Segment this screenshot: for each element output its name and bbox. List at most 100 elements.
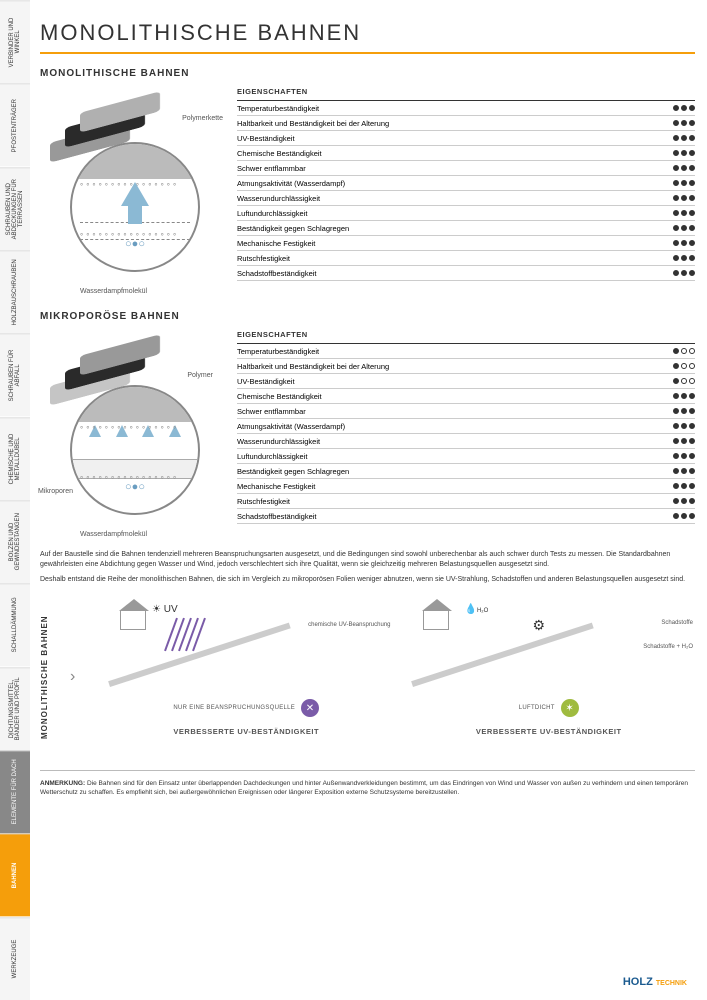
chainsaw-icon: ⚙	[533, 617, 546, 634]
circle-diagram-icon: ○●○	[70, 142, 200, 272]
rating-dots	[673, 165, 695, 171]
property-name: Schadstoffbeständigkeit	[237, 512, 317, 521]
rating-dots	[673, 453, 695, 459]
rating-dots	[673, 120, 695, 126]
rating-dots	[673, 195, 695, 201]
property-name: Rutschfestigkeit	[237, 254, 290, 263]
property-name: Chemische Beständigkeit	[237, 149, 322, 158]
side-tab[interactable]: BOLZEN UND GEWINDESTANGEN	[0, 500, 30, 583]
property-row: Luftundurchlässigkeit	[237, 206, 695, 221]
property-row: Atmungsaktivität (Wasserdampf)	[237, 419, 695, 434]
body-p1: Auf der Baustelle sind die Bahnen tenden…	[40, 550, 695, 570]
rating-dots	[673, 513, 695, 519]
brand-logo: HOLZ TECHNIK	[623, 976, 687, 988]
label-wasserdampf: Wasserdampfmolekül	[80, 288, 147, 295]
side-tab[interactable]: BAHNEN	[0, 833, 30, 916]
property-row: Wasserundurchlässigkeit	[237, 434, 695, 449]
side-tab[interactable]: ELEMENTE FÜR DACH	[0, 750, 30, 833]
property-row: Mechanische Festigkeit	[237, 479, 695, 494]
property-row: Temperaturbeständigkeit	[237, 343, 695, 359]
sun-icon: ☀ UV	[152, 604, 178, 615]
property-name: UV-Beständigkeit	[237, 377, 295, 386]
leader-chemische: chemische UV-Beanspruchung	[308, 622, 390, 628]
rating-dots	[673, 135, 695, 141]
rating-dots	[673, 393, 695, 399]
bottom-diagrams: MONOLITHISCHE BAHNEN › ☀ UV chemische UV…	[40, 602, 695, 752]
side-tab[interactable]: WERKZEUGE	[0, 917, 30, 1000]
property-name: UV-Beständigkeit	[237, 134, 295, 143]
bd2-title: VERBESSERTE UV-BESTÄNDIGKEIT	[476, 727, 622, 736]
side-tab[interactable]: PFOSTENTRÄGER	[0, 83, 30, 166]
side-tab[interactable]: SCHRAUBEN UND ABDECKUNGEN FÜR TERRASSEN	[0, 167, 30, 250]
property-name: Temperaturbeständigkeit	[237, 104, 319, 113]
bd1-sub: NUR EINE BEANSPRUCHUNGSQUELLE✕	[173, 699, 319, 717]
section2-heading: MIKROPORÖSE BAHNEN	[40, 311, 695, 322]
side-tab[interactable]: VERBINDER UND WINKEL	[0, 0, 30, 83]
property-row: Schadstoffbeständigkeit	[237, 509, 695, 524]
house-icon	[120, 610, 146, 630]
property-name: Wasserundurchlässigkeit	[237, 437, 320, 446]
side-tab[interactable]: DICHTUNGSMITTEL, BÄNDER UND PROFIL	[0, 667, 30, 750]
side-tabs: VERBINDER UND WINKELPFOSTENTRÄGERSCHRAUB…	[0, 0, 30, 1000]
property-name: Temperaturbeständigkeit	[237, 347, 319, 356]
property-name: Rutschfestigkeit	[237, 497, 290, 506]
section1-row: Polymerkette ○●○ Wasserdampfmolekül EIGE…	[40, 87, 695, 297]
side-tab[interactable]: SCHALLDÄMMUNG	[0, 583, 30, 666]
side-tab[interactable]: CHEMISCHE UND METALLDÜBEL	[0, 417, 30, 500]
bd1-title: VERBESSERTE UV-BESTÄNDIGKEIT	[173, 727, 319, 736]
body-p2: Deshalb entstand die Reihe der monolithi…	[40, 575, 695, 585]
section2-row: Polymer ○●○ Mikroporen Wasserdampfmolekü…	[40, 330, 695, 540]
property-name: Schadstoffbeständigkeit	[237, 269, 317, 278]
badge-star-icon: ✶	[561, 699, 579, 717]
page-content: MONOLITHISCHE BAHNEN MONOLITHISCHE BAHNE…	[40, 20, 695, 990]
rating-dots	[673, 423, 695, 429]
side-tab[interactable]: HOLZBAUSCHRAUBEN	[0, 250, 30, 333]
rating-dots	[673, 255, 695, 261]
property-row: Rutschfestigkeit	[237, 251, 695, 266]
label-polymer: Polymer	[187, 372, 213, 379]
section2-props: EIGENSCHAFTEN Temperaturbeständigkeit Hal…	[237, 330, 695, 540]
rating-dots	[673, 105, 695, 111]
property-name: Haltbarkeit und Beständigkeit bei der Al…	[237, 362, 389, 371]
property-row: Mechanische Festigkeit	[237, 236, 695, 251]
property-row: Schwer entflammbar	[237, 161, 695, 176]
property-name: Beständigkeit gegen Schlagregen	[237, 224, 349, 233]
bottom-diagram-2: 💧H₂O ⚙ Schadstoffe Schadstoffe + H₂O LUF…	[403, 602, 696, 752]
property-row: Atmungsaktivität (Wasserdampf)	[237, 176, 695, 191]
drop-icon: 💧H₂O	[465, 604, 489, 615]
label-mikroporen: Mikroporen	[38, 488, 73, 495]
property-name: Beständigkeit gegen Schlagregen	[237, 467, 349, 476]
side-tab[interactable]: SCHRAUBEN FÜR ABFALL	[0, 333, 30, 416]
rating-dots	[673, 468, 695, 474]
property-row: Wasserundurchlässigkeit	[237, 191, 695, 206]
property-row: Temperaturbeständigkeit	[237, 100, 695, 116]
property-row: Beständigkeit gegen Schlagregen	[237, 464, 695, 479]
label-polymerkette: Polymerkette	[182, 115, 223, 122]
rating-dots	[673, 150, 695, 156]
property-name: Chemische Beständigkeit	[237, 392, 322, 401]
footer-note: ANMERKUNG: Die Bahnen sind für den Einsa…	[40, 770, 695, 797]
property-row: Luftundurchlässigkeit	[237, 449, 695, 464]
rating-dots	[673, 378, 695, 384]
leader-schadstoffe-h2o: Schadstoffe + H₂O	[643, 644, 693, 650]
rating-dots	[673, 210, 695, 216]
bottom-diagram-1: ☀ UV chemische UV-Beanspruchung NUR EINE…	[100, 602, 393, 752]
property-name: Atmungsaktivität (Wasserdampf)	[237, 179, 345, 188]
property-name: Atmungsaktivität (Wasserdampf)	[237, 422, 345, 431]
property-name: Schwer entflammbar	[237, 164, 306, 173]
property-row: Rutschfestigkeit	[237, 494, 695, 509]
property-name: Mechanische Festigkeit	[237, 239, 315, 248]
rating-dots	[673, 240, 695, 246]
props-header-2: EIGENSCHAFTEN	[237, 330, 695, 339]
section1-heading: MONOLITHISCHE BAHNEN	[40, 68, 695, 79]
house-icon-2	[423, 610, 449, 630]
property-row: Schwer entflammbar	[237, 404, 695, 419]
property-name: Mechanische Festigkeit	[237, 482, 315, 491]
property-name: Schwer entflammbar	[237, 407, 306, 416]
uv-lines-icon	[170, 617, 200, 652]
property-row: Haltbarkeit und Beständigkeit bei der Al…	[237, 116, 695, 131]
leader-schadstoffe: Schadstoffe	[661, 620, 693, 626]
rating-dots	[673, 348, 695, 354]
property-name: Luftundurchlässigkeit	[237, 209, 307, 218]
circle-diagram-icon-2: ○●○	[70, 385, 200, 515]
